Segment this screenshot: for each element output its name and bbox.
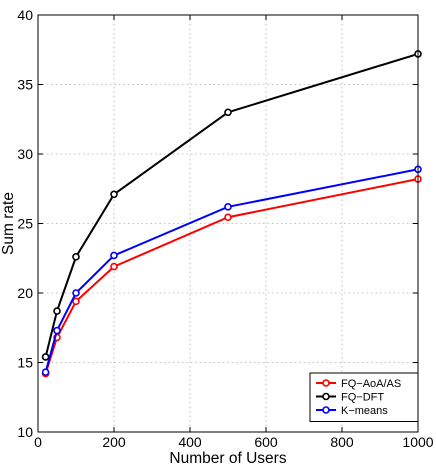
data-point (41, 353, 50, 361)
x-tick-label: 800 (330, 434, 354, 450)
y-tick-label: 10 (17, 424, 33, 440)
y-tick-label: 30 (17, 146, 33, 162)
grid-lines (38, 15, 418, 432)
data-point (110, 190, 118, 199)
data-point (53, 307, 61, 315)
series-layer (41, 50, 422, 378)
series-k-means (41, 165, 422, 377)
y-tick-label: 25 (17, 216, 33, 232)
y-tick-label: 35 (17, 77, 33, 93)
x-tick-label: 0 (34, 434, 42, 450)
data-point (72, 289, 80, 297)
legend-label: FQ−AoA/AS (341, 378, 401, 390)
data-point (41, 368, 50, 377)
data-point (224, 203, 232, 211)
legend-swatch-marker (322, 392, 330, 401)
y-tick-label: 20 (17, 285, 33, 301)
data-point (53, 326, 61, 335)
legend-swatch-marker (322, 406, 330, 414)
y-tick-label: 15 (17, 355, 33, 371)
data-point (224, 213, 232, 222)
axis-ticks: 0 200 400 600 800 1000 10 15 20 25 30 35 40 (17, 7, 433, 450)
data-point (110, 262, 118, 271)
legend-swatch-marker (322, 379, 330, 387)
x-tick-label: 200 (102, 434, 126, 450)
x-axis-label: Number of Users (169, 450, 286, 467)
x-tick-label: 400 (178, 434, 202, 450)
data-point (72, 253, 80, 261)
x-tick-label: 1000 (402, 434, 433, 450)
series-line (44, 52, 419, 358)
series-line (44, 178, 419, 374)
data-point (224, 108, 232, 117)
legend-label: FQ−DFT (341, 392, 384, 404)
data-point (110, 251, 118, 260)
legend-label: K−means (341, 405, 388, 417)
y-tick-label: 40 (17, 7, 33, 23)
series-line (44, 168, 419, 373)
x-tick-label: 600 (254, 434, 278, 450)
data-point (72, 297, 80, 306)
y-axis-label: Sum rate (0, 192, 17, 255)
